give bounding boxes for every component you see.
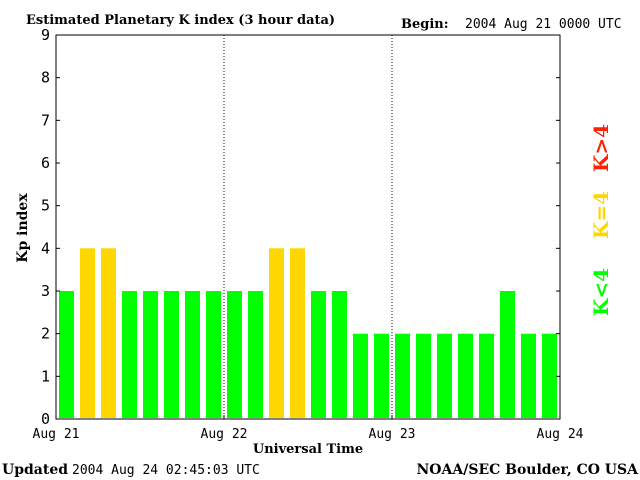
kp-bar [395,333,410,418]
y-tick-label: 0 [41,410,50,428]
kp-bar [80,248,95,418]
x-axis-label: Universal Time [253,442,363,457]
day-dividers [223,35,393,419]
plot-frame [55,34,561,420]
begin-label: Begin: [401,17,449,32]
kp-bar [248,291,263,418]
x-tick-label: Aug 22 [201,427,248,442]
x-tick-label: Aug 21 [33,427,80,442]
chart-title: Estimated Planetary K index (3 hour data… [26,13,335,28]
updated-label: Updated [2,462,68,478]
kp-bar [311,291,326,418]
y-tick-label: 5 [41,197,50,215]
kp-bar [101,248,116,418]
kp-bar [122,291,137,418]
y-tick-label: 6 [41,154,50,172]
y-tick-label: 4 [41,239,50,257]
legend-k-below-4: K<4 [589,268,613,316]
kp-bar [290,248,305,418]
updated-value: 2004 Aug 24 02:45:03 UTC [72,463,260,478]
kp-bar [269,248,284,418]
y-tick-label: 8 [41,69,50,87]
bars-layer [59,248,557,418]
kp-bar [437,333,452,418]
y-tick-label: 9 [41,26,50,44]
kp-bar [521,333,536,418]
y-tick-label: 1 [41,367,50,385]
kp-bar [185,291,200,418]
kp-bar [206,291,221,418]
legend-k-equal-4: K=4 [589,191,613,239]
begin-value: 2004 Aug 21 0000 UTC [465,17,622,32]
kp-bar [542,333,557,418]
kp-bar [143,291,158,418]
kp-bar [458,333,473,418]
y-tick-label: 7 [41,111,50,129]
y-axis-ticks: 0 1 2 3 4 5 6 7 8 9 [41,26,560,428]
x-tick-label: Aug 24 [537,427,584,442]
kp-bar [374,333,389,418]
y-tick-label: 2 [41,325,50,343]
legend-k-above-4: K>4 [589,124,613,172]
credit-text: NOAA/SEC Boulder, CO USA [417,462,640,478]
kp-bar [164,291,179,418]
y-tick-label: 3 [41,282,50,300]
x-axis-ticks: Aug 21 Aug 22 Aug 23 Aug 24 [33,415,584,442]
kp-bar [500,291,515,418]
kp-bar [332,291,347,418]
kp-bar [59,291,74,418]
kp-bar [416,333,431,418]
kp-bar [353,333,368,418]
kp-bar [227,291,242,418]
x-tick-label: Aug 23 [369,427,416,442]
kp-bar [479,333,494,418]
y-axis-label: Kp index [15,193,31,263]
